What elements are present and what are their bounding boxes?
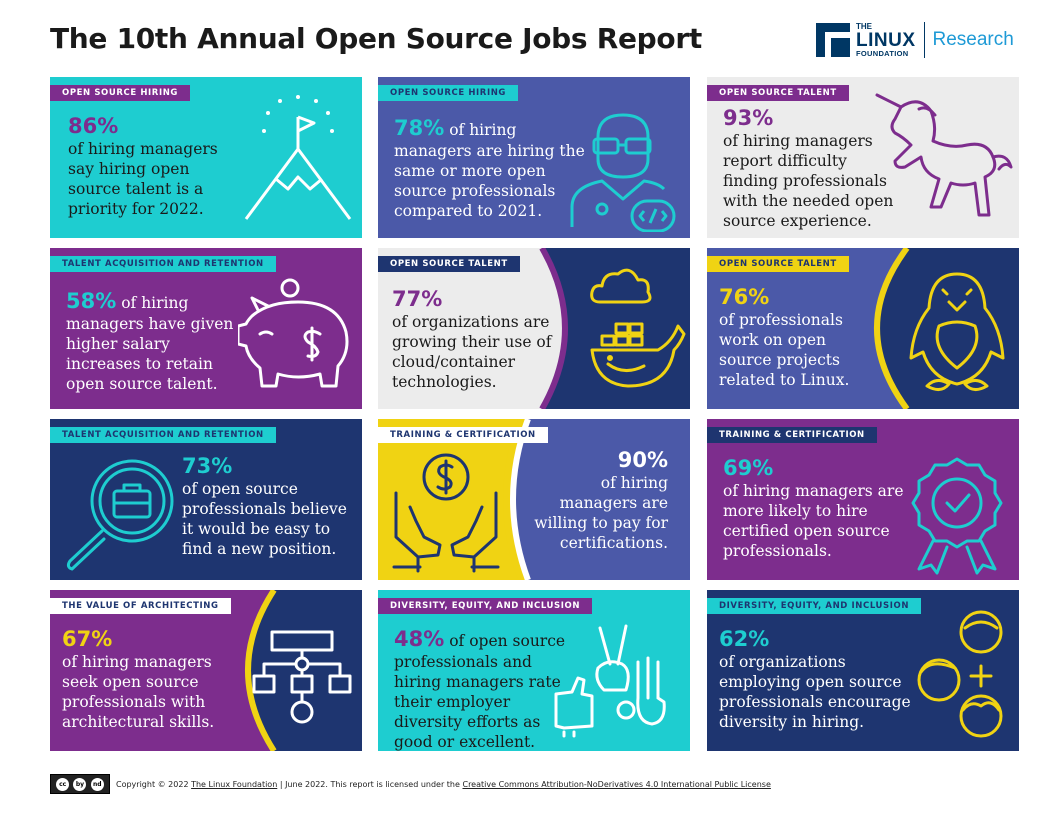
stat-card-architectural-skills: THE VALUE OF ARCHITECTING 67% of hiring … [50, 590, 362, 751]
stat-card-pay-certifications: TRAINING & CERTIFICATION 90% of hiring m… [378, 419, 690, 580]
card-text: of open source professionals and hiring … [394, 632, 566, 751]
hand-gestures-icon [554, 624, 666, 738]
card-text: of hiring managers say hiring open sourc… [68, 140, 218, 218]
card-tag: DIVERSITY, EQUITY, AND INCLUSION [707, 598, 922, 614]
card-tag: TRAINING & CERTIFICATION [378, 427, 548, 443]
card-percent: 62% [719, 627, 770, 651]
cc-icon: cc [56, 777, 70, 791]
stat-card-diversity-efforts: DIVERSITY, EQUITY, AND INCLUSION 48% of … [378, 590, 690, 751]
by-icon: by [73, 777, 87, 791]
date-text: | June 2022. This report is licensed und… [279, 779, 460, 789]
stat-card-certified-hiring: TRAINING & CERTIFICATION 69% of hiring m… [707, 419, 1019, 580]
card-percent: 48% [394, 627, 445, 651]
logo-line-2: LINUX [856, 29, 916, 51]
stat-card-hiring-priority: OPEN SOURCE HIRING 86% of hiring manager… [50, 77, 362, 238]
logo-research: Research [932, 29, 1014, 50]
cloud-container-icon [590, 268, 686, 388]
card-tag: DIVERSITY, EQUITY, AND INCLUSION [378, 598, 593, 614]
card-percent: 58% [66, 289, 117, 313]
linux-foundation-logo[interactable]: THE LINUX FOUNDATION Research [816, 20, 1014, 60]
architecture-diagram-icon [252, 630, 352, 724]
card-percent: 76% [719, 285, 770, 309]
card-text: of organizations are growing their use o… [392, 313, 552, 391]
card-tag: OPEN SOURCE TALENT [378, 256, 520, 272]
card-text: of open source professionals believe it … [182, 480, 347, 558]
card-text: of organizations employing open source p… [719, 653, 911, 731]
org-link[interactable]: The Linux Foundation [191, 779, 278, 789]
footer: cc by nd Copyright © 2022 The Linux Foun… [50, 774, 771, 794]
copyright-text: Copyright © 2022 [116, 779, 189, 789]
certificate-badge-icon [911, 457, 1003, 575]
card-tag: TRAINING & CERTIFICATION [707, 427, 877, 443]
card-tag: OPEN SOURCE TALENT [707, 85, 849, 101]
logo-line-1: THE [856, 21, 872, 31]
card-text: of hiring managers are hiring the same o… [394, 121, 585, 220]
stat-card-easy-new-position: TALENT ACQUISITION AND RETENTION 73% of … [50, 419, 362, 580]
card-tag: OPEN SOURCE HIRING [50, 85, 191, 101]
piggy-bank-icon [238, 278, 349, 388]
card-text: of hiring managers seek open source prof… [62, 653, 215, 731]
unicorn-icon [875, 93, 1013, 217]
card-text: of hiring managers have given higher sal… [66, 294, 234, 393]
card-text: of professionals work on open source pro… [719, 311, 850, 389]
stat-card-cloud-container: OPEN SOURCE TALENT 77% of organizations … [378, 248, 690, 409]
card-tag: TALENT ACQUISITION AND RETENTION [50, 427, 276, 443]
card-percent: 78% [394, 116, 445, 140]
card-text: of hiring managers report difficulty fin… [723, 132, 894, 230]
diverse-people-icon [917, 610, 1003, 738]
card-percent: 93% [723, 106, 774, 130]
stat-card-encourage-diversity: DIVERSITY, EQUITY, AND INCLUSION 62% of … [707, 590, 1019, 751]
card-percent: 69% [723, 456, 774, 480]
card-tag: OPEN SOURCE HIRING [378, 85, 519, 101]
card-text: of hiring managers are willing to pay fo… [534, 474, 668, 552]
linux-foundation-mark-icon [816, 23, 850, 57]
nd-icon: nd [90, 777, 104, 791]
card-percent: 73% [182, 454, 233, 478]
penguin-icon [909, 272, 1005, 391]
card-tag: OPEN SOURCE TALENT [707, 256, 849, 272]
logo-line-3: FOUNDATION [856, 48, 909, 58]
creative-commons-badge-icon[interactable]: cc by nd [50, 774, 110, 794]
stat-card-linux-projects: OPEN SOURCE TALENT 76% of professionals … [707, 248, 1019, 409]
job-search-icon [66, 459, 174, 571]
stat-card-hiring-same-or-more: OPEN SOURCE HIRING 78% of hiring manager… [378, 77, 690, 238]
card-percent: 77% [392, 287, 443, 311]
card-tag: THE VALUE OF ARCHITECTING [50, 598, 231, 614]
card-percent: 67% [62, 627, 113, 651]
mountain-flag-icon [244, 95, 352, 220]
card-percent: 86% [68, 114, 119, 138]
stat-card-talent-difficulty: OPEN SOURCE TALENT 93% of hiring manager… [707, 77, 1019, 238]
stat-card-salary-increases: TALENT ACQUISITION AND RETENTION 58% of … [50, 248, 362, 409]
developer-icon [570, 113, 676, 232]
card-text: of hiring managers are more likely to hi… [723, 482, 904, 560]
page-title: The 10th Annual Open Source Jobs Report [50, 22, 702, 55]
card-percent: 90% [617, 448, 668, 472]
hands-money-icon [392, 453, 500, 573]
license-link[interactable]: Creative Commons Attribution-NoDerivativ… [462, 779, 771, 789]
card-tag: TALENT ACQUISITION AND RETENTION [50, 256, 276, 272]
